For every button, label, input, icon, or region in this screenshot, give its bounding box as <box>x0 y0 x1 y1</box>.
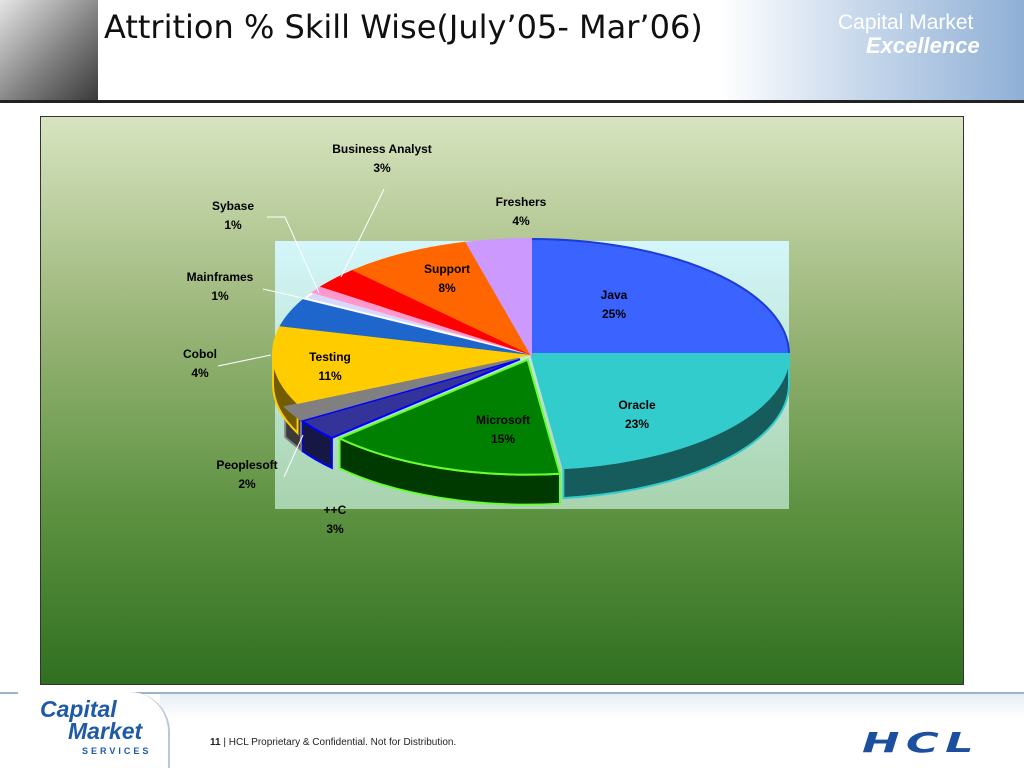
slice-value-support: 8% <box>438 281 456 295</box>
pie-slice-oracle <box>529 353 791 470</box>
slice-value-freshers: 4% <box>512 214 530 228</box>
slice-label-testing: Testing <box>309 350 351 364</box>
slice-label-java: Java <box>601 288 628 302</box>
footer-text: 11 | HCL Proprietary & Confidential. Not… <box>210 737 456 748</box>
slice-label-sybase: Sybase <box>212 199 254 213</box>
pie-slice--c <box>299 358 521 439</box>
slice-label-cobol: Cobol <box>183 347 217 361</box>
pie-slice-freshers <box>465 237 532 358</box>
slice-label-business-analyst: Business Analyst <box>332 142 432 156</box>
brand-line-2: Excellence <box>866 33 980 58</box>
slice-value-peoplesoft: 2% <box>238 477 256 491</box>
slice-value-mainframes: 1% <box>211 289 229 303</box>
brand-logo-top: Capital Market Excellence <box>838 12 980 58</box>
slice-label--c: ++C <box>324 503 347 517</box>
slide-title: Attrition % Skill Wise(July’05- Mar’06) <box>104 8 703 46</box>
leader-line-mainframes <box>262 288 308 300</box>
pie-slice-peoplesoft <box>283 357 520 421</box>
page-number: 11 <box>210 737 221 748</box>
pie-chart: Java 25% Oracle 23% Microsoft 15% ++C 3% Peoples… <box>183 142 791 536</box>
pie-slice-support <box>351 241 534 357</box>
slice-label-mainframes: Mainframes <box>187 270 254 284</box>
slice-label-freshers: Freshers <box>496 195 547 209</box>
footer-separator: | <box>223 737 226 748</box>
pie-slice-microsoft <box>337 358 562 476</box>
pie-slice-testing <box>272 324 532 405</box>
leader-line-sybase <box>267 216 320 294</box>
slice-value-testing: 11% <box>318 369 342 383</box>
slide-header: Attrition % Skill Wise(July’05- Mar’06) … <box>0 0 1024 104</box>
brand-line-1: Capital Market <box>838 11 974 34</box>
cm-logo-line-3: SERVICES <box>82 746 152 756</box>
capital-market-logo: Capital Market SERVICES <box>18 692 170 768</box>
slice-value-sybase: 1% <box>224 218 242 232</box>
confidential-notice: HCL Proprietary & Confidential. Not for … <box>228 737 457 748</box>
leader-line-cobol <box>217 354 272 367</box>
chart-panel: Java 25% Oracle 23% Microsoft 15% ++C 3% Peoples… <box>40 116 964 685</box>
hcl-logo: HCL <box>862 726 981 759</box>
header-gradient <box>720 0 1024 100</box>
slice-value-java: 25% <box>602 307 626 321</box>
cm-logo-line-1: Capital <box>40 696 117 722</box>
leader-line-business-analyst <box>340 188 385 278</box>
header-divider <box>0 100 1024 103</box>
slice-value-business-analyst: 3% <box>373 161 391 175</box>
slice-value-oracle: 23% <box>625 417 649 431</box>
cm-logo-line-2: Market <box>68 718 143 744</box>
slice-value--c: 3% <box>326 522 344 536</box>
leader-line-peoplesoft <box>283 434 304 478</box>
slice-label-microsoft: Microsoft <box>476 413 530 427</box>
slice-label-peoplesoft: Peoplesoft <box>216 458 277 472</box>
slice-label-support: Support <box>424 262 470 276</box>
footer-band <box>160 694 1024 718</box>
slice-value-microsoft: 15% <box>491 432 515 446</box>
footer-divider <box>0 692 1024 694</box>
slice-label-oracle: Oracle <box>618 398 656 412</box>
slice-value-cobol: 4% <box>191 366 209 380</box>
pie-slice-java <box>530 237 791 355</box>
header-photo <box>0 0 98 100</box>
